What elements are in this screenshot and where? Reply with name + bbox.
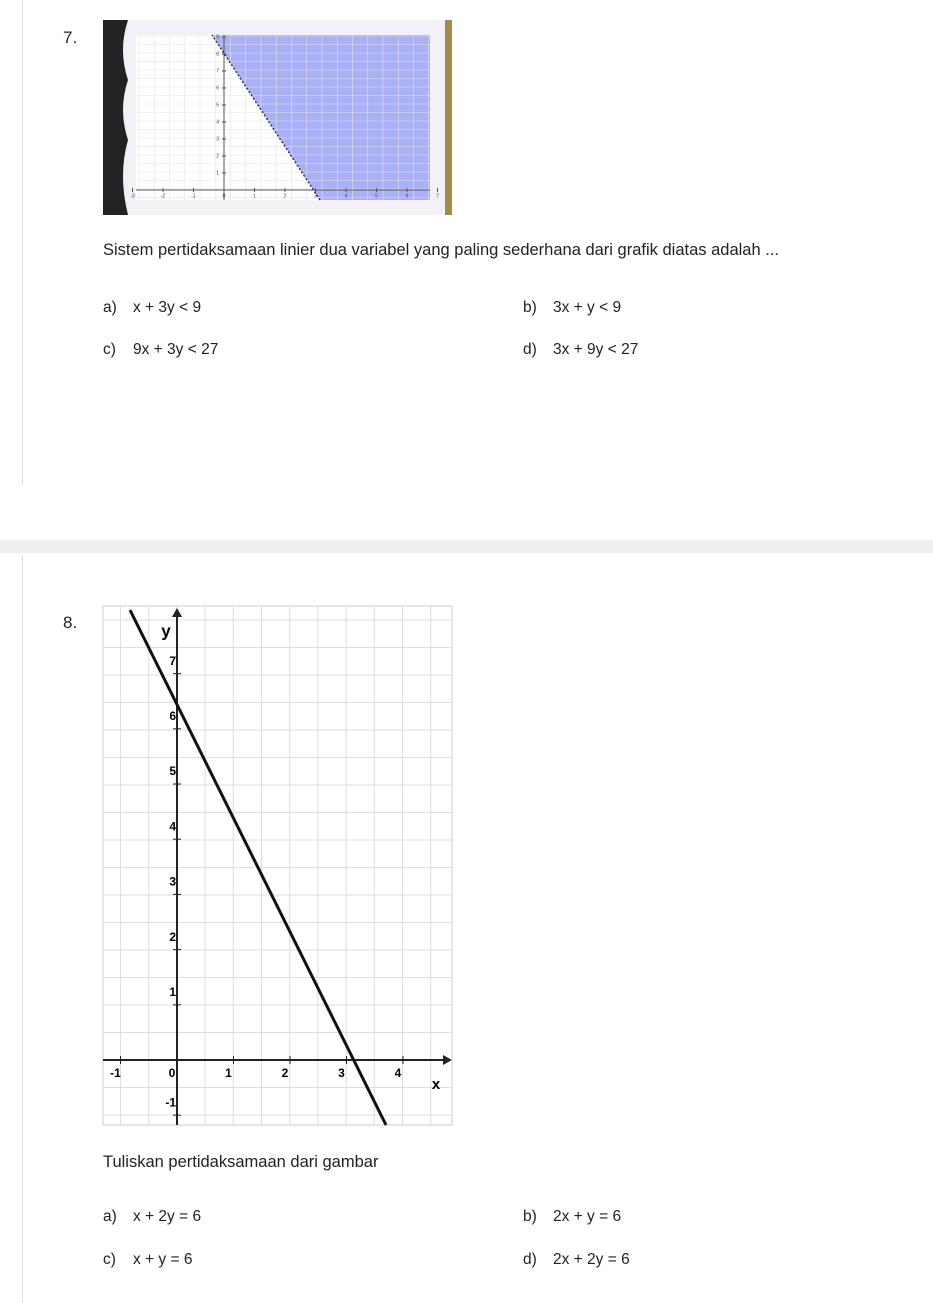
decor — [445, 20, 452, 215]
x-tick-label: 5 — [375, 193, 378, 199]
option[interactable]: b) 3x + y < 9 — [523, 299, 621, 317]
option-label: d) — [523, 341, 537, 358]
question-text: Tuliskan pertidaksamaan dari gambar — [103, 1153, 379, 1171]
divider — [0, 540, 933, 553]
x-tick-label: 7 — [436, 193, 439, 199]
option-label: c) — [103, 1251, 116, 1268]
left-border — [22, 0, 23, 485]
y-tick-label: 5 — [216, 102, 219, 108]
y-tick-label: -1 — [165, 1095, 176, 1109]
x-tick-label: -3 — [130, 193, 135, 199]
option-label: d) — [523, 1251, 537, 1268]
arrow — [172, 608, 182, 617]
y-tick-label: 5 — [169, 764, 176, 778]
x-tick-label: -2 — [161, 193, 166, 199]
arrow — [443, 1055, 452, 1065]
y-tick-label: 6 — [169, 709, 176, 723]
x-tick-label: 1 — [225, 1066, 232, 1080]
x-tick-label: 0 — [169, 1066, 176, 1080]
decor — [103, 20, 128, 215]
y-tick-label: 4 — [216, 119, 219, 125]
option-label: b) — [523, 299, 537, 316]
question-number: 8. — [63, 613, 78, 632]
shaded-region — [212, 35, 430, 200]
x-tick-label: -1 — [110, 1066, 121, 1080]
x-tick-label: 4 — [395, 1066, 402, 1080]
y-tick-label: 1 — [169, 985, 176, 999]
x-tick-label: -1 — [191, 193, 196, 199]
option-label: b) — [523, 1208, 537, 1225]
y-tick-label: 6 — [216, 85, 219, 91]
graph-line — [128, 609, 388, 1126]
option[interactable]: a) x + 3y < 9 — [103, 299, 201, 317]
y-tick-label: 9 — [216, 34, 219, 40]
option-label: a) — [103, 1208, 117, 1225]
option[interactable]: b) 2x + y = 6 — [523, 1208, 621, 1226]
y-tick-label: 2 — [216, 153, 219, 159]
y-tick-label: 4 — [169, 819, 176, 833]
plot-area — [102, 605, 453, 1126]
option-text: x + 2y = 6 — [133, 1208, 202, 1225]
x-tick-label: 0 — [223, 193, 226, 199]
boundary-line — [211, 34, 321, 201]
option-text: x + y = 6 — [133, 1251, 193, 1268]
x-tick-label: 6 — [406, 193, 409, 199]
option-text: 2x + 2y = 6 — [553, 1251, 630, 1268]
option[interactable]: a) x + 2y = 6 — [103, 1208, 201, 1226]
x-tick-label: 4 — [345, 193, 348, 199]
x-tick-label: 3 — [314, 193, 317, 199]
y-tick-label: 1 — [216, 170, 219, 176]
option-text: 2x + y = 6 — [553, 1208, 622, 1225]
y-tick-label: 8 — [216, 51, 219, 57]
question-text: Sistem pertidaksamaan linier dua variabe… — [103, 241, 779, 259]
option-text: 3x + y < 9 — [553, 299, 622, 316]
question-number: 7. — [63, 28, 78, 47]
x-tick-label: 3 — [338, 1066, 345, 1080]
y-tick-label: 7 — [216, 68, 219, 74]
option-text: 3x + 9y < 27 — [553, 341, 639, 358]
y-tick-label: 3 — [169, 875, 176, 889]
y-tick-label: 3 — [216, 136, 219, 142]
option-label: a) — [103, 299, 117, 316]
x-tick-label: 2 — [284, 193, 287, 199]
y-tick-label: 7 — [169, 654, 176, 668]
y-tick-label: 2 — [169, 930, 176, 944]
option[interactable]: d) 2x + 2y = 6 — [523, 1251, 630, 1269]
left-border — [22, 555, 23, 1303]
option[interactable]: c) x + y = 6 — [103, 1251, 192, 1269]
x-tick-label: 1 — [253, 193, 256, 199]
x-axis-label: x — [432, 1076, 441, 1093]
option-text: 9x + 3y < 27 — [133, 341, 219, 358]
option[interactable]: d) 3x + 9y < 27 — [523, 341, 638, 359]
option[interactable]: c) 9x + 3y < 27 — [103, 341, 218, 359]
option-text: x + 3y < 9 — [133, 299, 202, 316]
option-label: c) — [103, 341, 116, 358]
x-tick-label: 2 — [282, 1066, 289, 1080]
y-axis-label: y — [161, 621, 171, 640]
